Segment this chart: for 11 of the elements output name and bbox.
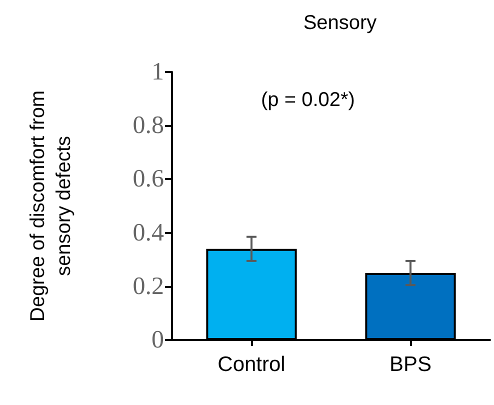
y-tick-label: 0.2 xyxy=(132,272,164,300)
x-tick-label: Control xyxy=(218,353,286,376)
y-tick-label: 0.4 xyxy=(132,219,164,246)
y-tick-label: 0 xyxy=(152,326,164,354)
y-axis-title: Degree of discomfort from sensory defects xyxy=(27,90,75,322)
x-tick-label: BPS xyxy=(389,353,432,376)
y-tick-label: 0.6 xyxy=(132,166,164,193)
y-tick-label: 0.8 xyxy=(132,112,164,140)
chart-title: Sensory xyxy=(303,12,377,34)
annotation: (p = 0.02*) xyxy=(261,89,355,111)
y-tick-label: 1 xyxy=(152,58,164,86)
